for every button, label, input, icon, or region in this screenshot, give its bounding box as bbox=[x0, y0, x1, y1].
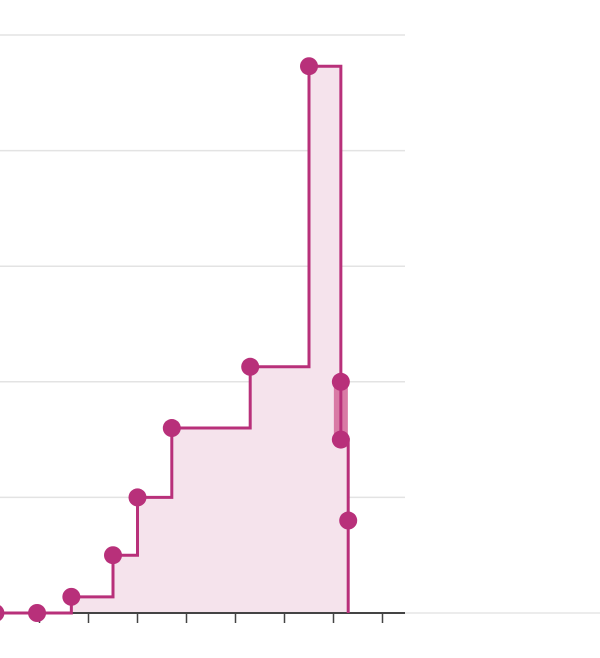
data-point bbox=[28, 604, 47, 622]
data-point bbox=[331, 372, 350, 391]
data-point bbox=[339, 511, 358, 530]
data-points bbox=[0, 57, 358, 622]
data-point bbox=[241, 357, 260, 376]
data-point bbox=[162, 419, 181, 438]
data-point bbox=[62, 587, 81, 606]
data-point bbox=[331, 430, 350, 449]
data-point bbox=[104, 546, 122, 565]
data-point bbox=[300, 57, 318, 76]
x-axis-ticks bbox=[38, 613, 384, 623]
area-fill bbox=[0, 66, 349, 613]
data-point bbox=[128, 488, 147, 507]
data-point bbox=[0, 605, 5, 621]
